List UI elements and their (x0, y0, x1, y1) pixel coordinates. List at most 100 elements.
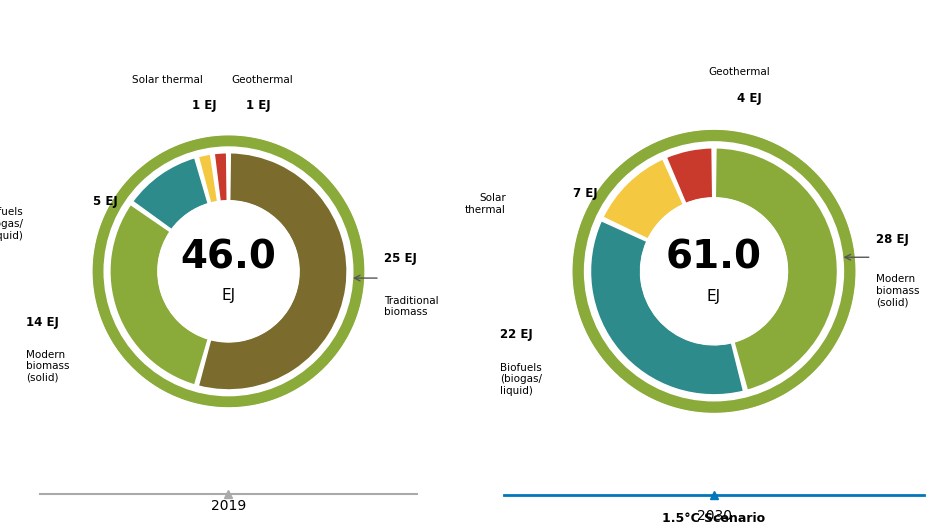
Polygon shape (843, 270, 855, 271)
Polygon shape (670, 137, 675, 148)
Polygon shape (843, 271, 855, 273)
Polygon shape (762, 391, 767, 402)
Polygon shape (239, 137, 242, 147)
Polygon shape (271, 144, 276, 155)
Polygon shape (700, 131, 703, 143)
Polygon shape (598, 190, 608, 198)
Polygon shape (134, 173, 143, 182)
Polygon shape (803, 170, 813, 179)
Polygon shape (113, 200, 123, 206)
Polygon shape (307, 367, 314, 377)
Polygon shape (334, 335, 345, 343)
Polygon shape (620, 368, 628, 377)
Polygon shape (244, 395, 247, 405)
Polygon shape (829, 206, 840, 213)
Polygon shape (114, 198, 124, 205)
Polygon shape (714, 130, 715, 142)
Polygon shape (191, 391, 195, 402)
Polygon shape (319, 179, 328, 187)
Polygon shape (583, 317, 593, 322)
Polygon shape (654, 388, 660, 399)
Polygon shape (629, 375, 638, 385)
Polygon shape (832, 323, 843, 330)
Polygon shape (788, 156, 797, 167)
Polygon shape (647, 385, 654, 396)
Polygon shape (776, 148, 783, 159)
Polygon shape (784, 153, 792, 164)
Polygon shape (602, 185, 612, 193)
Polygon shape (94, 257, 105, 260)
Polygon shape (312, 171, 321, 180)
Polygon shape (841, 297, 852, 301)
Polygon shape (706, 131, 708, 142)
Polygon shape (809, 176, 819, 185)
Polygon shape (749, 136, 754, 147)
Polygon shape (775, 385, 782, 396)
Polygon shape (347, 231, 358, 236)
Polygon shape (823, 194, 833, 202)
Polygon shape (256, 392, 260, 403)
Polygon shape (800, 166, 809, 176)
Text: Traditional
biomass: Traditional biomass (384, 296, 439, 317)
Polygon shape (313, 361, 322, 370)
Polygon shape (121, 346, 130, 354)
Polygon shape (796, 163, 804, 172)
Polygon shape (352, 275, 364, 277)
Polygon shape (98, 235, 109, 239)
Polygon shape (840, 236, 851, 240)
Polygon shape (665, 393, 670, 404)
Polygon shape (100, 309, 110, 314)
Polygon shape (313, 173, 322, 181)
Text: 25 EJ: 25 EJ (384, 252, 417, 264)
Polygon shape (634, 155, 642, 165)
Polygon shape (836, 225, 847, 230)
Polygon shape (735, 132, 738, 144)
Polygon shape (577, 239, 588, 243)
Polygon shape (308, 168, 317, 177)
Polygon shape (581, 312, 592, 318)
Polygon shape (158, 155, 166, 165)
Polygon shape (133, 174, 142, 184)
Polygon shape (573, 262, 585, 264)
Polygon shape (292, 155, 299, 165)
Polygon shape (169, 383, 175, 393)
Polygon shape (352, 257, 363, 260)
Polygon shape (837, 311, 848, 317)
Polygon shape (755, 138, 761, 149)
Polygon shape (834, 219, 845, 225)
Polygon shape (172, 148, 178, 159)
Polygon shape (344, 221, 355, 227)
Polygon shape (97, 300, 108, 304)
Polygon shape (101, 313, 112, 319)
Polygon shape (616, 364, 625, 373)
Polygon shape (575, 247, 586, 251)
Polygon shape (352, 284, 363, 287)
Polygon shape (249, 138, 253, 149)
Polygon shape (574, 284, 585, 286)
Polygon shape (576, 295, 587, 298)
Polygon shape (764, 390, 770, 401)
Polygon shape (334, 200, 345, 207)
Polygon shape (225, 136, 227, 147)
Polygon shape (679, 396, 683, 408)
Polygon shape (122, 347, 131, 355)
Polygon shape (104, 218, 114, 223)
Polygon shape (343, 218, 353, 224)
Polygon shape (724, 131, 726, 143)
Polygon shape (198, 393, 202, 403)
Polygon shape (316, 175, 325, 184)
Polygon shape (141, 168, 149, 177)
Polygon shape (818, 187, 827, 195)
Polygon shape (596, 194, 606, 201)
Polygon shape (305, 368, 313, 378)
Polygon shape (321, 181, 330, 189)
Polygon shape (839, 233, 850, 237)
Polygon shape (606, 355, 616, 363)
Polygon shape (597, 343, 607, 351)
Polygon shape (314, 174, 324, 182)
Polygon shape (258, 392, 262, 403)
Polygon shape (93, 277, 105, 279)
Polygon shape (796, 370, 804, 380)
Polygon shape (109, 330, 120, 337)
Polygon shape (211, 395, 214, 405)
